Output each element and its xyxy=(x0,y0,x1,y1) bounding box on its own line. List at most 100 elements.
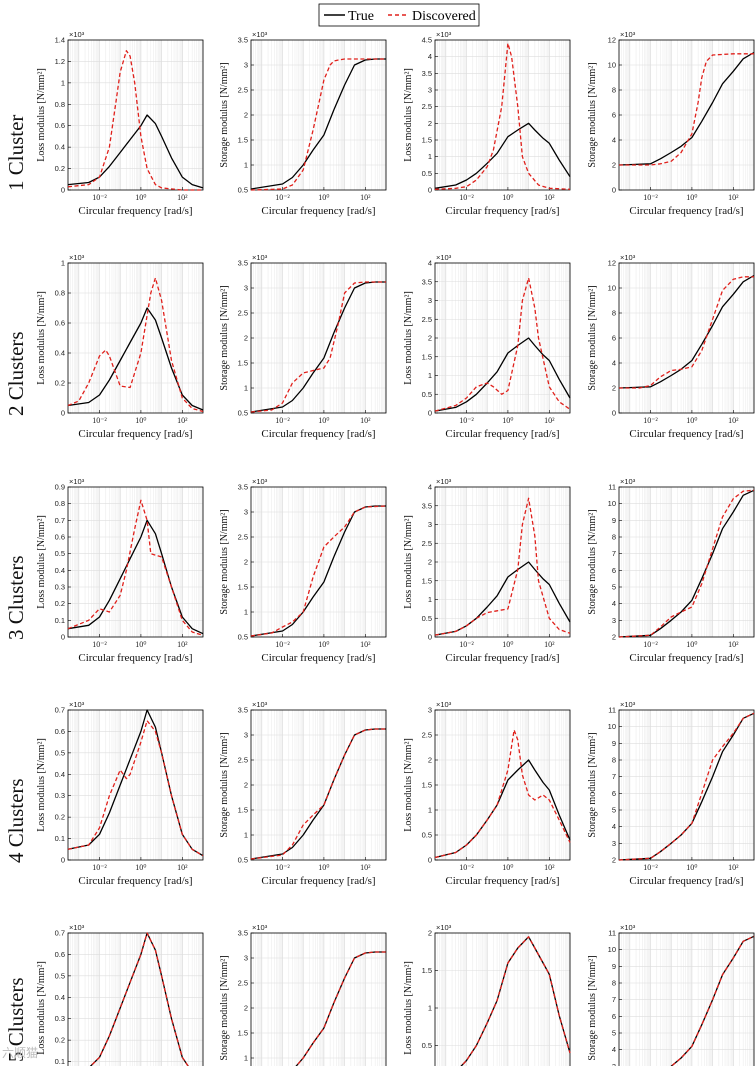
y-tick-label: 1.2 xyxy=(55,57,65,66)
y-tick-label: 2 xyxy=(612,856,616,865)
y-tick-label: 2 xyxy=(244,558,248,567)
y-tick-label: 0.1 xyxy=(55,834,65,843)
x-tick-label: 10⁰ xyxy=(686,193,697,202)
x-tick-label: 10⁰ xyxy=(135,640,146,649)
x-tick-label: 10⁰ xyxy=(502,863,513,872)
y-tick-label: 2 xyxy=(612,633,616,642)
y-axis-label: Storage modulus [N/mm²] xyxy=(219,285,230,390)
y-tick-label: 4 xyxy=(612,1045,616,1054)
y-tick-label: 1.5 xyxy=(238,583,248,592)
axes-box xyxy=(67,39,204,191)
y-tick-label: 1 xyxy=(428,1004,432,1013)
x-tick-label: 10⁻² xyxy=(92,416,107,425)
x-axis-label: Circular frequency [rad/s] xyxy=(445,428,559,440)
y-tick-label: 2.5 xyxy=(238,86,248,95)
y-axis-label: Storage modulus [N/mm²] xyxy=(587,62,598,167)
y-tick-label: 0 xyxy=(61,633,65,642)
legend-discovered-label: Discovered xyxy=(412,9,476,24)
y-tick-label: 2.5 xyxy=(238,533,248,542)
x-tick-label: 10⁰ xyxy=(135,416,146,425)
series-discovered-line xyxy=(250,58,386,191)
y-tick-label: 0.5 xyxy=(55,549,65,558)
y-tick-label: 4 xyxy=(612,359,616,368)
y-tick-label: 1 xyxy=(244,161,248,170)
y-tick-label: 1 xyxy=(244,608,248,617)
series-discovered-line xyxy=(250,728,386,860)
y-tick-label: 0.2 xyxy=(55,599,65,608)
y-tick-label: 0.8 xyxy=(55,499,65,508)
y-tick-label: 0 xyxy=(61,186,65,195)
y-tick-label: 1.5 xyxy=(422,966,432,975)
y-tick-label: 0 xyxy=(428,409,432,418)
series-true-line xyxy=(460,936,571,1066)
y-tick-label: 2.5 xyxy=(422,102,432,111)
y-tick-label: 0.6 xyxy=(55,727,65,736)
y-tick-label: 3.5 xyxy=(238,929,248,938)
y-tick-label: 0.4 xyxy=(55,349,65,358)
y-tick-label: 0.7 xyxy=(55,929,65,938)
y-tick-label: 0 xyxy=(612,409,616,418)
exponent-label: ×10³ xyxy=(436,700,452,709)
y-tick-label: 0.1 xyxy=(55,1057,65,1066)
exponent-label: ×10³ xyxy=(620,477,636,486)
x-tick-label: 10⁰ xyxy=(502,640,513,649)
y-tick-label: 3 xyxy=(244,954,248,963)
y-axis-label: Storage modulus [N/mm²] xyxy=(587,285,598,390)
y-tick-label: 0.2 xyxy=(55,813,65,822)
y-tick-label: 0 xyxy=(428,856,432,865)
x-tick-label: 10² xyxy=(360,863,371,872)
y-tick-label: 11 xyxy=(608,929,616,938)
x-tick-label: 10² xyxy=(728,640,739,649)
y-tick-label: 3 xyxy=(612,616,616,625)
panel-r4-c1: 0 0.1 0.2 0.3 0.4 0.5 0.6 0.7 10⁻² 10⁰ 10² ×10³ Circ… xyxy=(36,700,204,887)
y-tick-label: 1.5 xyxy=(422,781,432,790)
y-tick-label: 2 xyxy=(428,334,432,343)
y-tick-label: 0.5 xyxy=(422,614,432,623)
y-tick-label: 3 xyxy=(428,520,432,529)
series-discovered-line xyxy=(619,53,754,166)
y-tick-label: 1 xyxy=(428,806,432,815)
y-tick-label: 2 xyxy=(428,756,432,765)
x-tick-label: 10⁻² xyxy=(459,193,474,202)
y-tick-label: 0.5 xyxy=(55,971,65,980)
y-tick-label: 1 xyxy=(61,259,65,268)
panel-r4-c2: 0.5 1 1.5 2 2.5 3 3.5 10⁻² 10⁰ 10² ×10³ Circular fr… xyxy=(219,700,387,887)
series-discovered-line xyxy=(434,497,571,636)
x-tick-label: 10² xyxy=(544,416,555,425)
series-true-line xyxy=(295,951,386,1066)
axes-box xyxy=(250,486,387,638)
y-axis-label: Loss modulus [N/mm²] xyxy=(403,738,414,832)
x-tick-label: 10⁻² xyxy=(275,863,290,872)
x-tick-label: 10⁻² xyxy=(92,863,107,872)
x-tick-label: 10² xyxy=(360,193,371,202)
series-discovered-line xyxy=(67,50,203,191)
y-tick-label: 2 xyxy=(244,111,248,120)
x-tick-label: 10⁰ xyxy=(502,416,513,425)
row-label-3: 3 Clusters xyxy=(4,555,28,640)
panel-r4-c4: 2 3 4 5 6 7 8 9 10 11 10⁻² 10⁰ 10² ×10³ Circular frequ… xyxy=(587,700,755,887)
x-tick-label: 10⁻² xyxy=(92,193,107,202)
x-tick-label: 10⁰ xyxy=(318,193,329,202)
x-tick-label: 10⁰ xyxy=(318,640,329,649)
y-tick-label: 2 xyxy=(244,781,248,790)
x-axis-label: Circular frequency [rad/s] xyxy=(629,875,743,887)
y-axis-label: Storage modulus [N/mm²] xyxy=(219,62,230,167)
y-axis-label: Loss modulus [N/mm²] xyxy=(36,961,47,1055)
series-true-line xyxy=(250,58,386,190)
y-tick-label: 2 xyxy=(428,558,432,567)
x-axis-label: Circular frequency [rad/s] xyxy=(78,428,192,440)
y-tick-label: 0.4 xyxy=(55,143,65,152)
y-tick-label: 6 xyxy=(612,334,616,343)
series-discovered-line xyxy=(295,951,386,1066)
legend-true-label: True xyxy=(348,9,374,24)
axes-box xyxy=(434,709,571,861)
axes-box xyxy=(67,932,204,1066)
panel-r2-c4: 0 2 4 6 8 10 12 10⁻² 10⁰ 10² ×10³ Circular frequenc… xyxy=(587,253,755,440)
axes-box xyxy=(67,262,204,414)
y-tick-label: 0.8 xyxy=(55,100,65,109)
y-tick-label: 11 xyxy=(608,483,616,492)
x-tick-label: 10⁻² xyxy=(275,416,290,425)
